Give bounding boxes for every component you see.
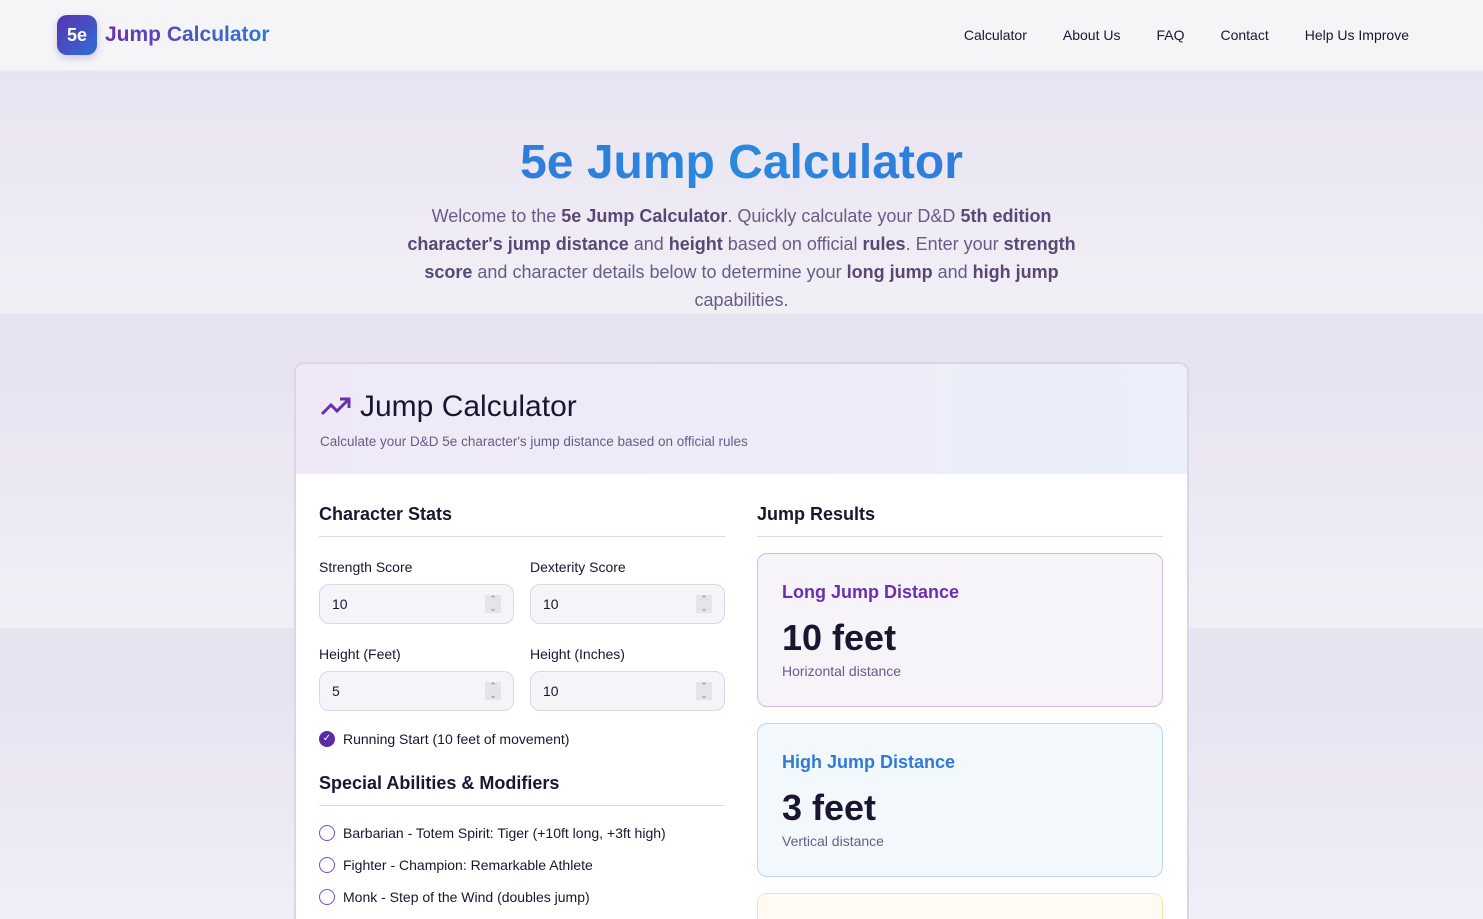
- intro-text-segment: . Quickly calculate your D&D: [727, 206, 961, 226]
- high-jump-result: High Jump Distance 3 feet Vertical dista…: [757, 723, 1163, 877]
- radio-icon: [319, 857, 335, 873]
- radio-icon: [319, 825, 335, 841]
- high-jump-desc: Vertical distance: [782, 833, 884, 849]
- nav-link-faq[interactable]: FAQ: [1156, 27, 1185, 43]
- ability-radio-monk[interactable]: Monk - Step of the Wind (doubles jump): [319, 881, 725, 913]
- logo-text[interactable]: Jump Calculator: [105, 23, 270, 46]
- nav-link-help[interactable]: Help Us Improve: [1304, 27, 1409, 43]
- long-jump-title: Long Jump Distance: [782, 582, 960, 602]
- stepper-icon[interactable]: ⌃ ⌄: [485, 682, 501, 700]
- dexterity-label: Dexterity Score: [530, 559, 626, 575]
- long-jump-desc: Horizontal distance: [782, 663, 902, 679]
- jump-results-heading: Jump Results: [757, 504, 1163, 537]
- card-subtitle: Calculate your D&D 5e character's jump d…: [320, 434, 748, 449]
- intro-text-segment: and character details below to determine…: [472, 262, 847, 282]
- hero: 5e Jump Calculator Welcome to the 5e Jum…: [0, 72, 1483, 314]
- intro-bold-text: height: [668, 234, 723, 254]
- running-start-checkbox[interactable]: ✓ Running Start (10 feet of movement): [319, 731, 725, 747]
- stepper-icon[interactable]: ⌃ ⌄: [696, 682, 712, 700]
- stepper-icon[interactable]: ⌃ ⌄: [696, 595, 712, 613]
- nav-link-about[interactable]: About Us: [1062, 27, 1121, 43]
- running-start-label: Running Start (10 feet of movement): [343, 731, 570, 747]
- additional-result: [757, 893, 1163, 919]
- page-title: 5e Jump Calculator: [0, 134, 1483, 192]
- intro-text-segment: capabilities.: [694, 290, 789, 310]
- intro-bold-text: strength score: [424, 234, 1076, 282]
- height-inches-label: Height (Inches): [530, 646, 625, 662]
- ability-radio-fighter[interactable]: Fighter - Champion: Remarkable Athlete: [319, 849, 725, 881]
- intro-text-segment: and: [932, 262, 973, 282]
- dexterity-value: 10: [543, 596, 559, 612]
- long-jump-result: Long Jump Distance 10 feet Horizontal di…: [757, 553, 1163, 707]
- intro-bold-text: rules: [862, 234, 906, 254]
- abilities-heading: Special Abilities & Modifiers: [319, 773, 725, 806]
- intro-bold-text: 5th edition character's jump distance: [407, 206, 1052, 254]
- ability-label: Monk - Step of the Wind (doubles jump): [343, 889, 590, 905]
- strength-label: Strength Score: [319, 559, 413, 575]
- height-feet-input[interactable]: 5 ⌃ ⌄: [319, 671, 514, 711]
- intro-text-segment: and: [628, 234, 669, 254]
- top-nav: 5e Jump Calculator Calculator About Us F…: [0, 0, 1483, 72]
- intro-bold-text: 5e Jump Calculator: [561, 206, 728, 226]
- ability-label: Fighter - Champion: Remarkable Athlete: [343, 857, 593, 873]
- nav-link-calculator[interactable]: Calculator: [963, 27, 1027, 43]
- intro-text-segment: Welcome to the: [431, 206, 562, 226]
- check-icon: ✓: [319, 731, 335, 747]
- intro-text-segment: based on official: [722, 234, 863, 254]
- radio-icon: [319, 889, 335, 905]
- high-jump-value: 3 feet: [782, 787, 877, 828]
- height-inches-value: 10: [543, 683, 559, 699]
- intro-text-segment: . Enter your: [905, 234, 1004, 254]
- dexterity-input[interactable]: 10 ⌃ ⌄: [530, 584, 725, 624]
- trending-up-icon: [320, 397, 351, 416]
- nav-link-contact[interactable]: Contact: [1220, 27, 1269, 43]
- intro-bold-text: high jump: [972, 262, 1059, 282]
- height-feet-value: 5: [332, 683, 340, 699]
- character-stats-heading: Character Stats: [319, 504, 725, 537]
- strength-value: 10: [332, 596, 348, 612]
- intro-text: Welcome to the 5e Jump Calculator. Quick…: [402, 202, 1082, 314]
- stepper-icon[interactable]: ⌃ ⌄: [485, 595, 501, 613]
- logo-badge[interactable]: 5e: [57, 15, 97, 55]
- ability-radio-barbarian[interactable]: Barbarian - Totem Spirit: Tiger (+10ft l…: [319, 817, 725, 849]
- ability-label: Barbarian - Totem Spirit: Tiger (+10ft l…: [343, 825, 666, 841]
- height-feet-label: Height (Feet): [319, 646, 401, 662]
- calculator-card: Jump Calculator Calculate your D&D 5e ch…: [294, 362, 1189, 919]
- long-jump-value: 10 feet: [782, 617, 897, 658]
- intro-bold-text: long jump: [846, 262, 933, 282]
- strength-input[interactable]: 10 ⌃ ⌄: [319, 584, 514, 624]
- high-jump-title: High Jump Distance: [782, 752, 956, 772]
- card-title: Jump Calculator: [360, 390, 577, 423]
- height-inches-input[interactable]: 10 ⌃ ⌄: [530, 671, 725, 711]
